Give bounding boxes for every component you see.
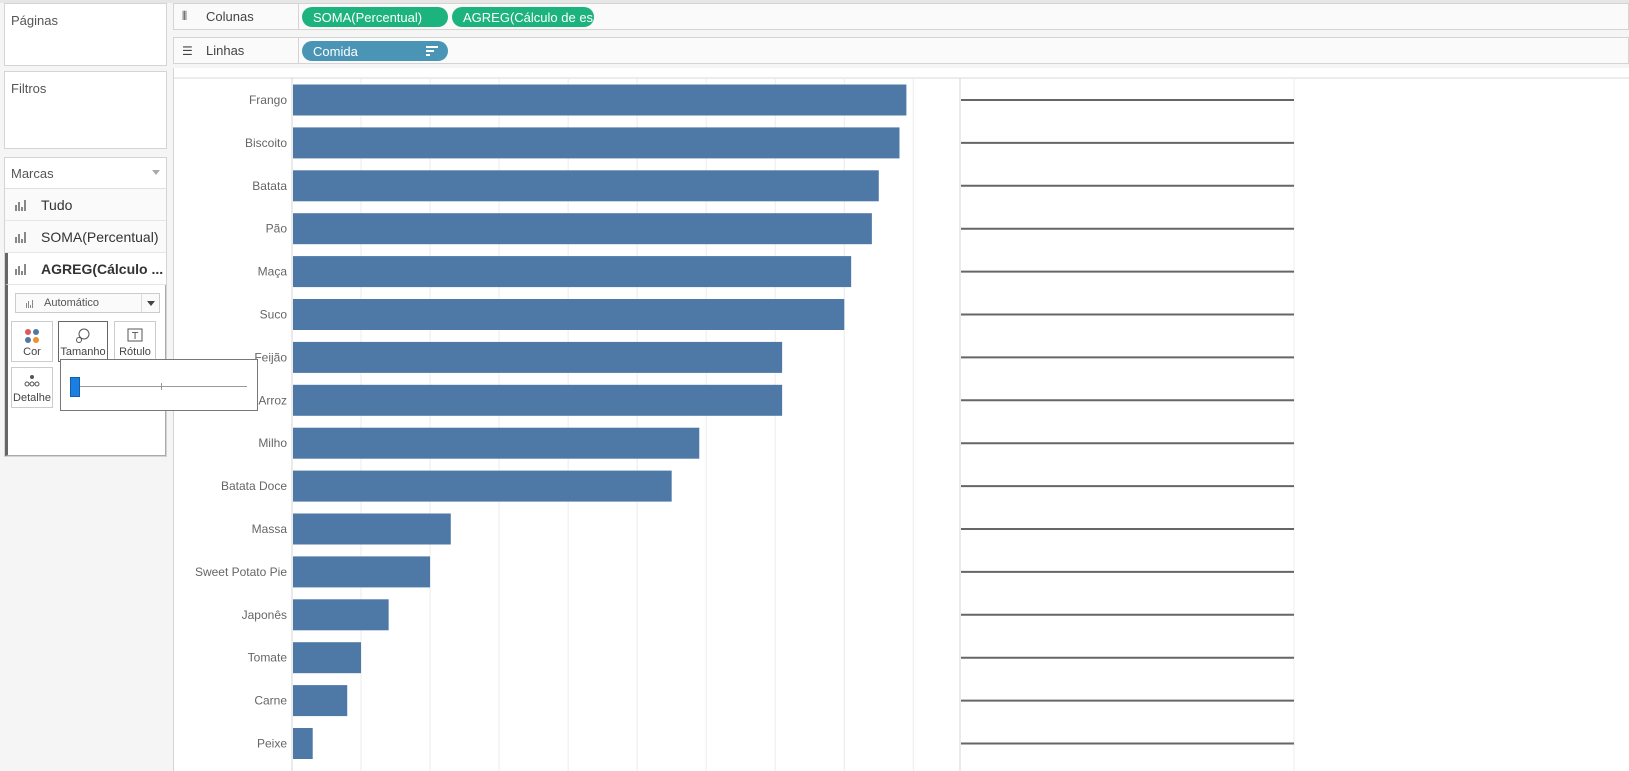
bar-chart-icon: [26, 299, 38, 308]
bar[interactable]: [293, 556, 431, 588]
bar[interactable]: [293, 213, 872, 245]
size-slider-thumb[interactable]: [70, 377, 80, 397]
marks-header[interactable]: Marcas: [5, 158, 166, 189]
bar[interactable]: [293, 299, 845, 330]
mark-layer-all[interactable]: Tudo: [5, 189, 166, 221]
chevron-down-icon[interactable]: [152, 170, 160, 175]
size-icon: [76, 328, 90, 343]
chart-view: Frango Biscoito Batata Pão Maça Suco Feijão Arr…: [173, 68, 1629, 771]
category-label: Suco: [260, 308, 288, 322]
detail-icon: [24, 375, 40, 387]
category-label: Batata: [252, 179, 287, 193]
columns-label: Colunas: [206, 9, 254, 24]
category-label: Massa: [252, 522, 288, 536]
filters-title: Filtros: [11, 81, 47, 96]
bar[interactable]: [293, 84, 907, 116]
pill-label: Comida: [313, 43, 358, 59]
category-label: Batata Doce: [221, 479, 287, 493]
pages-card[interactable]: Páginas: [4, 3, 167, 66]
top-strip: [0, 0, 1629, 3]
marks-title: Marcas: [11, 166, 54, 181]
label-label: Rótulo: [119, 346, 151, 358]
bar-chart-icon: [15, 199, 31, 211]
category-label: Arroz: [258, 393, 287, 407]
mark-type-label: Automático: [44, 297, 100, 309]
columns-shelf[interactable]: ⫴ Colunas SOMA(Percentual) AGREG(Cálculo…: [173, 3, 1629, 30]
bar[interactable]: [293, 341, 783, 373]
pill-label: SOMA(Percentual): [313, 9, 423, 25]
category-label: Frango: [249, 93, 287, 107]
bar[interactable]: [293, 170, 879, 202]
mark-layer-settings: Automático Cor Tamanho T Rótulo: [5, 285, 166, 456]
bar-chart-icon: [15, 263, 31, 275]
rows-label: Linhas: [206, 43, 245, 58]
color-icon: [25, 329, 39, 343]
sort-icon[interactable]: [426, 46, 438, 56]
columns-icon: ⫴: [182, 9, 188, 23]
column-pill-soma[interactable]: SOMA(Percentual): [302, 7, 448, 27]
rows-shelf-label: ☰ Linhas: [174, 38, 299, 63]
column-pill-agreg[interactable]: AGREG(Cálculo de es..: [452, 7, 594, 27]
bar[interactable]: [293, 127, 900, 159]
category-label: Milho: [258, 436, 287, 450]
size-label: Tamanho: [60, 346, 106, 358]
bar[interactable]: [293, 384, 783, 416]
mark-type-dropdown[interactable]: Automático: [15, 293, 160, 313]
category-label: Carne: [254, 694, 287, 708]
bar[interactable]: [293, 427, 700, 459]
bar[interactable]: [293, 470, 672, 502]
bar[interactable]: [293, 728, 313, 759]
bar[interactable]: [293, 256, 852, 288]
mark-layer-label: Tudo: [41, 196, 73, 213]
category-label: Japonês: [242, 608, 287, 622]
category-label: Biscoito: [245, 136, 287, 150]
rows-icon: ☰: [182, 43, 193, 58]
mark-layer-agreg[interactable]: AGREG(Cálculo ...: [5, 253, 166, 285]
size-slider-tick: [161, 383, 162, 390]
color-button[interactable]: Cor: [11, 321, 53, 362]
category-label: Tomate: [248, 651, 288, 665]
bar[interactable]: [293, 599, 389, 631]
row-pill-comida[interactable]: Comida: [302, 41, 448, 61]
category-label: Sweet Potato Pie: [195, 565, 287, 579]
mark-layer-soma[interactable]: SOMA(Percentual): [5, 221, 166, 253]
category-label: Maça: [258, 265, 288, 279]
category-label: Feijão: [254, 350, 287, 364]
bar[interactable]: [293, 513, 451, 545]
mark-layer-label: AGREG(Cálculo ...: [41, 260, 164, 277]
columns-shelf-label: ⫴ Colunas: [174, 4, 299, 29]
category-label: Peixe: [257, 737, 287, 751]
marks-card: Marcas Tudo SOMA(Percentual) AGREG(Cálcu…: [4, 157, 167, 457]
size-slider-track[interactable]: [73, 386, 247, 387]
bar[interactable]: [293, 642, 362, 674]
label-button[interactable]: T Rótulo: [114, 321, 156, 362]
detail-label: Detalhe: [13, 392, 51, 404]
pill-label: AGREG(Cálculo de es..: [463, 9, 594, 25]
bar-chart: Frango Biscoito Batata Pão Maça Suco Feijão Arr…: [174, 77, 1629, 771]
bar[interactable]: [293, 685, 348, 717]
size-button[interactable]: Tamanho: [58, 321, 108, 362]
pages-title: Páginas: [11, 13, 58, 28]
chevron-down-icon[interactable]: [141, 294, 159, 312]
rows-shelf[interactable]: ☰ Linhas Comida: [173, 37, 1629, 64]
label-icon: T: [127, 328, 143, 342]
category-label: Pão: [266, 222, 288, 236]
svg-text:T: T: [131, 331, 139, 342]
bar-chart-icon: [15, 231, 31, 243]
size-popup: [60, 359, 258, 411]
color-label: Cor: [23, 346, 41, 358]
mark-layer-label: SOMA(Percentual): [41, 228, 159, 245]
detail-button[interactable]: Detalhe: [11, 367, 53, 408]
filters-card[interactable]: Filtros: [4, 71, 167, 149]
